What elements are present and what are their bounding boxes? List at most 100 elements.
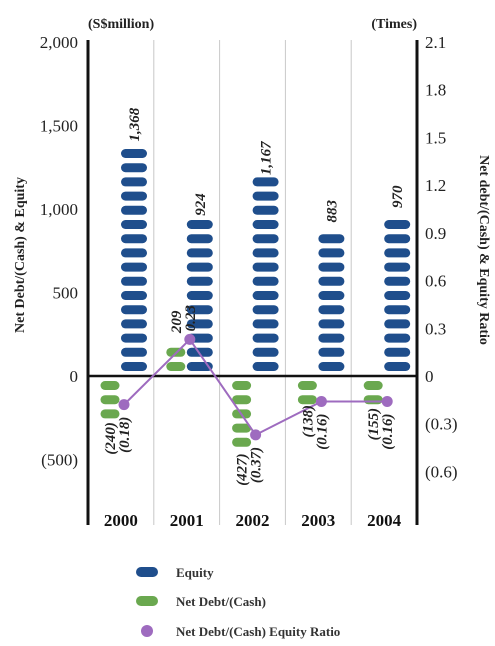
ratio-data-label: (0.16) <box>314 413 330 449</box>
ratio-line <box>118 333 393 441</box>
equity-bar-segment <box>384 333 411 343</box>
net-debt-bar-segment <box>297 395 317 405</box>
ratio-point <box>315 395 327 407</box>
category-dividers <box>153 40 352 525</box>
equity-bar-segment <box>186 305 213 315</box>
equity-data-label: 970 <box>390 185 406 208</box>
left-tick-label: 500 <box>53 284 79 303</box>
equity-bar-segment <box>186 319 213 329</box>
equity-bar-segment <box>384 248 411 258</box>
ratio-data-label: (0.18) <box>117 417 133 453</box>
category-labels: 2000 2001 2002 2003 2004 <box>104 511 402 530</box>
left-axis-unit: (S$million) <box>88 17 154 32</box>
left-tick-label: 0 <box>70 367 79 386</box>
right-tick-label: 0.3 <box>425 319 446 338</box>
equity-bar-segment <box>252 205 279 215</box>
equity-bars <box>121 149 411 371</box>
equity-bar-segment <box>121 191 147 201</box>
ratio-data-label: (0.16) <box>380 413 396 449</box>
equity-bar-segment <box>318 276 345 286</box>
left-axis-ticks: 2,000 1,500 1,000 500 0 (500) <box>40 33 78 470</box>
legend-label: Equity <box>176 565 214 580</box>
equity-bar-segment <box>252 291 279 300</box>
equity-bar-segment <box>121 276 147 286</box>
left-tick-label: 1,500 <box>40 117 78 136</box>
equity-bar-segment <box>384 362 411 371</box>
equity-bar-segment <box>186 248 213 258</box>
right-tick-label: 2.1 <box>425 33 446 52</box>
ratio-data-label: 0.23 <box>183 305 199 332</box>
net-debt-data-label: (138) <box>300 405 316 438</box>
equity-bar-segment <box>384 291 411 300</box>
left-axis-title: Net Debt/(Cash) & Equity <box>13 177 28 333</box>
legend-label: Net Debt/(Cash) <box>176 594 266 609</box>
right-tick-label: 1.8 <box>425 81 446 100</box>
equity-data-label: 1,368 <box>127 107 143 141</box>
right-tick-label: (0.3) <box>425 415 458 434</box>
legend-swatch <box>136 596 158 606</box>
left-tick-label: 2,000 <box>40 33 78 52</box>
right-tick-label: 1.2 <box>425 176 446 195</box>
equity-bar-segment <box>121 177 147 187</box>
equity-bar-segment <box>318 319 345 329</box>
legend-swatch <box>136 567 158 577</box>
equity-bar-segment <box>252 220 279 229</box>
category-label: 2000 <box>104 511 138 530</box>
equity-data-label: 1,167 <box>259 141 275 175</box>
equity-bar-segment <box>318 347 345 357</box>
equity-bar-segment <box>252 347 279 357</box>
equity-bar-segment <box>121 163 147 173</box>
net-debt-bar-segment <box>166 362 186 371</box>
equity-bar-segment <box>384 319 411 329</box>
equity-bar-segment <box>121 149 147 158</box>
axes <box>86 40 419 525</box>
equity-bar-segment <box>121 333 147 343</box>
left-tick-label: 1,000 <box>40 200 78 219</box>
equity-bar-segment <box>186 262 213 272</box>
net-debt-bar-segment <box>363 381 383 390</box>
equity-bar-segment <box>121 234 147 244</box>
equity-bar-segment <box>252 319 279 329</box>
equity-bar-segment <box>252 362 279 371</box>
net-debt-bar-segment <box>100 395 120 405</box>
net-debt-data-label: (155) <box>366 408 382 441</box>
legend-label: Net Debt/(Cash) Equity Ratio <box>176 624 340 639</box>
ratio-point <box>381 395 393 407</box>
category-label: 2004 <box>367 511 402 530</box>
equity-bar-segment <box>121 262 147 272</box>
equity-bar-segment <box>252 177 279 187</box>
right-tick-label: 1.5 <box>425 128 446 147</box>
right-tick-label: (0.6) <box>425 462 458 481</box>
net-debt-data-label: (240) <box>103 422 119 455</box>
ratio-point <box>184 333 196 345</box>
equity-bar-segment <box>252 276 279 286</box>
equity-bar-segment <box>186 276 213 286</box>
equity-bar-segment <box>186 220 213 229</box>
equity-bar-segment <box>318 248 345 258</box>
equity-bar-segment <box>186 234 213 244</box>
equity-bar-segment <box>252 305 279 315</box>
equity-bar-segment <box>318 362 345 371</box>
equity-bar-segment <box>252 262 279 272</box>
net-debt-bar-segment <box>100 381 120 390</box>
equity-bar-segment <box>121 220 147 229</box>
equity-bar-segment <box>186 291 213 300</box>
net-debt-bar-segment <box>297 381 317 390</box>
legend-swatch <box>141 625 153 637</box>
equity-bar-segment <box>252 248 279 258</box>
equity-bar-segment <box>318 234 345 244</box>
net-debt-bar-segment <box>100 409 120 419</box>
equity-bar-segment <box>121 248 147 258</box>
equity-bar-segment <box>252 191 279 201</box>
equity-bar-segment <box>121 291 147 300</box>
right-axis-title: Net debt/(Cash) & Equity Ratio <box>476 155 491 345</box>
right-axis-ticks: 2.1 1.8 1.5 1.2 0.9 0.6 0.3 0 (0.3) (0.6) <box>425 33 458 481</box>
equity-bar-segment <box>384 276 411 286</box>
equity-bar-segment <box>384 347 411 357</box>
category-label: 2001 <box>170 511 204 530</box>
equity-bar-segment <box>252 333 279 343</box>
equity-bar-segment <box>384 234 411 244</box>
ratio-point <box>250 429 262 441</box>
net-debt-data-label: 209 <box>169 310 185 334</box>
